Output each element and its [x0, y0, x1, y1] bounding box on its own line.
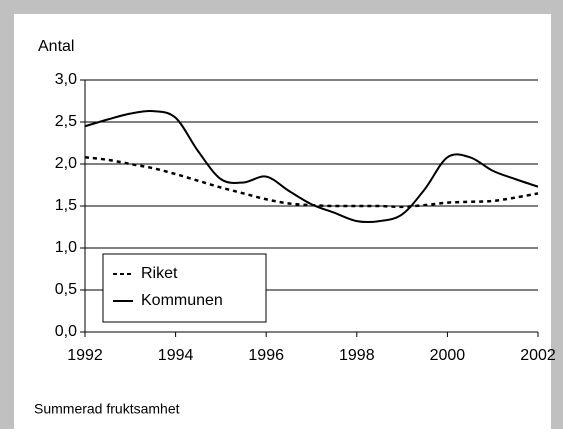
x-tick-label: 1998	[339, 347, 375, 364]
x-tick-label: 2000	[430, 347, 466, 364]
panel	[14, 14, 551, 429]
y-axis-label: Antal	[38, 38, 74, 55]
line	[84, 109, 539, 224]
y-tick-label: 2,5	[55, 113, 77, 130]
caption: Summerad fruktsamhet	[34, 401, 180, 417]
y-tick-label: 3,0	[55, 71, 77, 88]
x-tick-label: 2002	[520, 347, 556, 364]
y-tick-label: 1,5	[55, 197, 77, 214]
legend-label: Riket	[141, 265, 178, 282]
y-tick-label: 1,0	[55, 239, 77, 256]
legend-label: Kommunen	[141, 292, 223, 309]
x-tick-label: 1994	[158, 347, 194, 364]
y-tick-label: 0,0	[55, 323, 77, 340]
x-tick-label: 1996	[248, 347, 284, 364]
x-tick-label: 1992	[67, 347, 103, 364]
y-tick-label: 2,0	[55, 155, 77, 172]
legend-box	[102, 253, 267, 323]
y-tick-label: 0,5	[55, 281, 77, 298]
